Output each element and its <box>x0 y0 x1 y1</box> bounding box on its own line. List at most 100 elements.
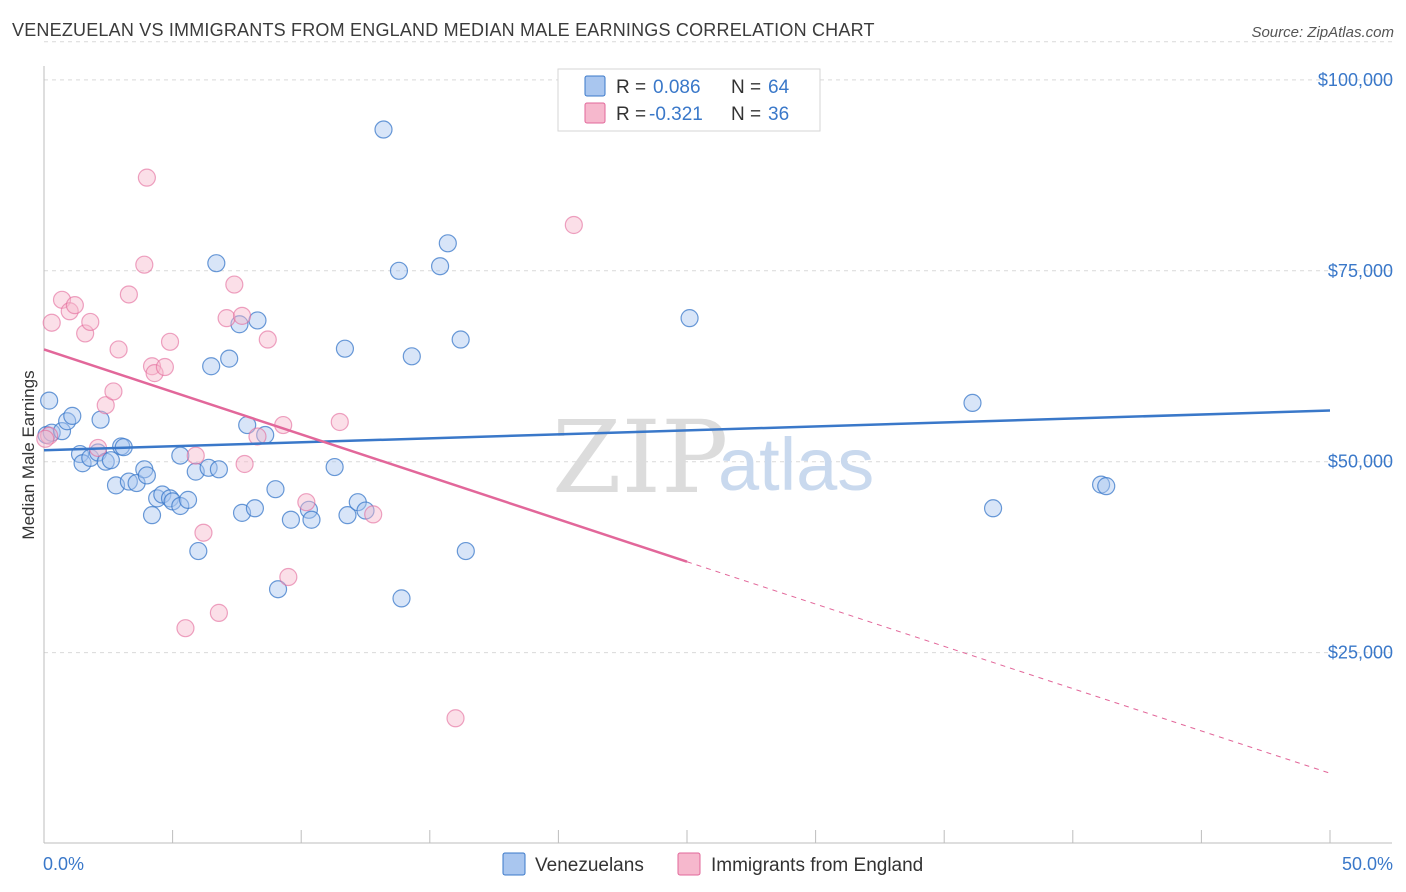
series-label-venezuelans: Venezuelans <box>535 855 644 876</box>
venezuelans-point <box>438 234 457 253</box>
venezuelans-point <box>119 472 138 491</box>
venezuelans-point <box>58 412 77 431</box>
venezuelans-points <box>37 120 1116 608</box>
england-point <box>248 427 267 446</box>
venezuelans-point <box>171 446 190 465</box>
grid-lines <box>44 41 1392 654</box>
venezuelans-point <box>101 451 120 470</box>
venezuelans-point <box>983 499 1003 518</box>
legend-r-value-2: -0.321 <box>649 104 703 125</box>
england-trend-extension <box>686 561 1331 774</box>
venezuelans-point <box>456 541 475 561</box>
venezuelans-point <box>335 339 355 358</box>
trend-lines <box>43 348 1331 774</box>
venezuelans-point <box>268 580 288 599</box>
england-point <box>235 454 254 474</box>
england-point <box>297 493 316 512</box>
venezuelans-point <box>963 393 982 413</box>
legend-n-value-1: 64 <box>768 77 790 98</box>
england-point <box>36 429 55 448</box>
venezuelans-point <box>248 311 267 330</box>
england-point <box>225 275 244 294</box>
y-tick-label: $75,000 <box>1328 261 1393 281</box>
x-tick-label: 50.0% <box>1342 854 1393 874</box>
england-point <box>209 603 228 622</box>
venezuelans-point <box>142 506 162 525</box>
england-point <box>137 168 156 187</box>
watermark-zip: ZIP <box>552 399 728 516</box>
y-axis-title: Median Male Earnings <box>19 370 38 539</box>
england-point <box>155 357 174 377</box>
legend-n-value-2: 36 <box>768 104 789 125</box>
england-point <box>96 396 115 415</box>
england-point <box>145 364 164 383</box>
england-point <box>258 330 277 349</box>
england-point <box>217 309 236 328</box>
england-point <box>564 215 583 235</box>
axes <box>43 66 1392 844</box>
england-point <box>232 306 252 325</box>
venezuelans-trend-line <box>43 409 1331 452</box>
england-point <box>104 382 123 401</box>
england-point <box>364 505 383 524</box>
legend-r-label-2: R = <box>616 104 646 125</box>
england-point <box>176 619 195 638</box>
venezuelans-point <box>430 257 450 276</box>
chart-title: VENEZUELAN VS IMMIGRANTS FROM ENGLAND ME… <box>12 20 875 40</box>
venezuelans-point <box>40 391 59 410</box>
england-point <box>109 340 128 359</box>
venezuelans-point <box>402 347 421 366</box>
x-tick-label: 0.0% <box>43 854 84 874</box>
venezuelans-point <box>207 254 226 273</box>
legend-r-label-1: R = <box>616 77 646 98</box>
england-point <box>160 332 180 351</box>
y-tick-label: $50,000 <box>1328 452 1393 472</box>
england-point <box>279 567 298 587</box>
venezuelans-point <box>281 510 301 529</box>
series-swatch-venezuelans <box>502 852 526 876</box>
venezuelans-point <box>680 309 699 328</box>
england-point <box>186 446 205 465</box>
venezuelans-point <box>63 406 82 425</box>
venezuelans-point <box>178 490 198 509</box>
legend-swatch-blue <box>584 75 606 97</box>
legend-n-label-1: N = <box>731 77 761 98</box>
tick-labels: $25,000 $50,000 $75,000 $100,000 0.0% 50.0% <box>43 70 1393 874</box>
england-point <box>119 285 138 304</box>
venezuelans-point <box>202 357 221 376</box>
venezuelans-point <box>338 506 357 525</box>
series-legend: Venezuelans Immigrants from England <box>502 852 923 876</box>
england-point <box>330 412 349 432</box>
england-point <box>135 255 154 274</box>
venezuelans-point <box>209 460 228 479</box>
legend-r-value-1: 0.086 <box>653 77 701 98</box>
england-trend-line <box>43 348 688 563</box>
source-label: Source: ZipAtlas.com <box>1251 24 1394 41</box>
venezuelans-point <box>266 480 285 499</box>
y-tick-label: $25,000 <box>1328 643 1393 663</box>
legend-n-label-2: N = <box>731 104 761 125</box>
venezuelans-point <box>392 589 411 608</box>
venezuelans-point <box>302 510 321 529</box>
venezuelans-point <box>325 457 344 477</box>
legend-swatch-pink <box>584 102 606 124</box>
venezuelans-point <box>189 541 208 561</box>
venezuelans-point <box>127 473 146 493</box>
venezuelans-point <box>374 120 393 139</box>
venezuelans-point <box>451 330 470 349</box>
venezuelans-point <box>389 261 409 280</box>
series-swatch-england <box>677 852 701 876</box>
correlation-legend: R = 0.086 N = 64 R = -0.321 N = 36 <box>557 68 821 132</box>
venezuelans-point <box>160 489 180 508</box>
england-point <box>65 296 84 315</box>
watermark-atlas: atlas <box>718 423 874 506</box>
venezuelans-point <box>1097 477 1116 496</box>
series-label-england: Immigrants from England <box>711 855 923 876</box>
england-points <box>36 168 583 728</box>
england-point <box>42 313 61 332</box>
england-point <box>446 709 465 728</box>
england-point <box>194 523 213 542</box>
venezuelans-point <box>245 499 265 518</box>
venezuelans-point <box>137 466 156 485</box>
